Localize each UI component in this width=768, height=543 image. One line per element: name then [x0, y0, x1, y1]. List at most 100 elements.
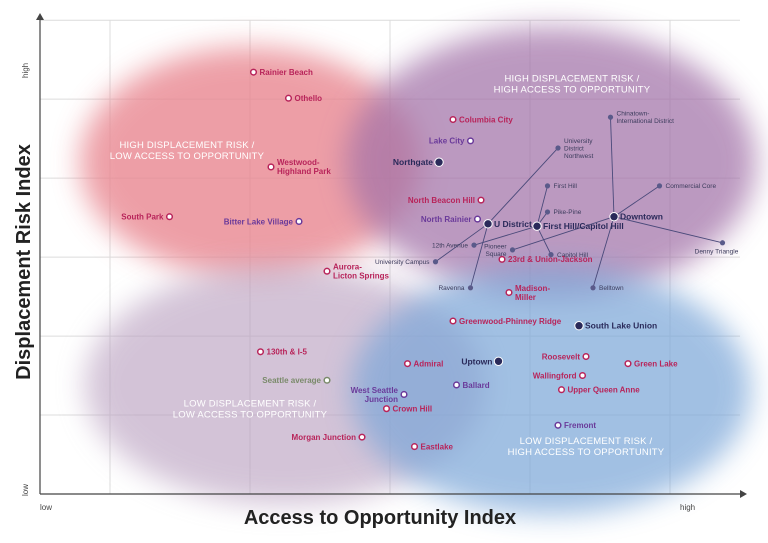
point-label-lake-city-line: Lake City [429, 137, 465, 146]
subpoint-12th-avenue [471, 242, 477, 248]
connector-denny-triangle [613, 216, 723, 244]
connector-pioneer-square [512, 216, 615, 251]
point-label-eastlake: Eastlake [421, 442, 454, 451]
subpoint-university-district-northwest [555, 145, 561, 151]
point-north-rainier [473, 215, 482, 223]
point-130th-i-5 [256, 348, 265, 356]
point-label-upper-queen-anne-line: Upper Queen Anne [568, 386, 641, 395]
quadrant-label-line: LOW ACCESS TO OPPORTUNITY [110, 151, 265, 162]
subpoint-label-chinatown-international-district-line: International District [617, 118, 675, 125]
connector-capitol-hill [536, 225, 552, 255]
subpoint-pioneer-square [509, 247, 516, 253]
point-south-lake-union [574, 321, 584, 331]
point-rainier-beach [249, 68, 258, 76]
subpoint-label-ravenna: Ravenna [438, 285, 464, 292]
point-label-aurora-licton-springs-line: Licton Springs [333, 272, 390, 281]
point-bitter-lake-village [295, 217, 303, 225]
point-label-uptown-line: Uptown [461, 356, 492, 366]
subpoint-label-university-district-northwest-line: Northwest [564, 153, 593, 160]
point-eastlake [410, 443, 419, 451]
point-label-south-lake-union-line: South Lake Union [585, 321, 657, 331]
point-label-north-rainier: North Rainier [421, 215, 472, 224]
y-axis-arrow [36, 13, 44, 20]
point-label-morgan-junction-line: Morgan Junction [292, 433, 357, 442]
subpoint-label-chinatown-international-district-line: Chinatown- [617, 111, 650, 118]
point-northgate [434, 157, 444, 167]
subpoint-label-pioneer-square-line: Square [486, 251, 507, 258]
y-axis-title: Displacement Risk Index [13, 144, 35, 380]
point-label-madison-miller-line: Madison- [515, 284, 550, 293]
subpoint-label-commercial-core-line: Commercial Core [666, 183, 717, 190]
subpoint-label-capitol-hill: Capitol Hill [557, 252, 589, 259]
point-label-130th-i-5: 130th & I-5 [267, 348, 308, 357]
point-label-green-lake: Green Lake [634, 359, 678, 368]
quadrant-label-line: LOW DISPLACEMENT RISK / [520, 436, 653, 447]
connector-first-hill [536, 185, 548, 227]
point-north-beacon-hill [477, 196, 485, 204]
point-label-north-beacon-hill: North Beacon Hill [408, 196, 475, 205]
point-label-bitter-lake-village-line: Bitter Lake Village [224, 217, 294, 226]
point-label-west-seattle-junction-line: West Seattle [351, 386, 399, 395]
connector-belltown [592, 216, 615, 288]
point-downtown [609, 212, 619, 222]
connector-chinatown-international-district [610, 117, 615, 217]
subpoint-label-pike-pine-line: Pike-Pine [554, 209, 582, 216]
point-label-bitter-lake-village: Bitter Lake Village [224, 217, 294, 226]
point-label-crown-hill: Crown Hill [393, 404, 433, 413]
quadrant-labels: HIGH DISPLACEMENT RISK / LOW ACCESS TO OP… [110, 74, 665, 459]
point-label-south-park-line: South Park [121, 213, 164, 222]
point-label-greenwood-phinney-ridge-line: Greenwood-Phinney Ridge [459, 317, 562, 326]
point-othello [284, 94, 293, 102]
y-tick-low: low [21, 484, 30, 496]
point-green-lake [624, 360, 632, 368]
subpoint-label-belltown: Belltown [599, 285, 624, 292]
subpoint-label-pike-pine: Pike-Pine [554, 209, 582, 216]
point-label-madison-miller-line: Miller [515, 293, 536, 302]
point-label-columbia-city: Columbia City [459, 115, 513, 124]
connector-university-campus [435, 223, 489, 263]
point-label-fremont: Fremont [564, 421, 596, 430]
point-label-westwood-highland-park-line: Highland Park [277, 167, 331, 176]
point-wallingford [578, 371, 587, 380]
point-label-westwood-highland-park: Westwood-Highland Park [277, 158, 331, 176]
subpoint-label-belltown-line: Belltown [599, 285, 624, 292]
subpoint-denny-triangle [719, 240, 726, 246]
point-label-morgan-junction: Morgan Junction [292, 433, 357, 442]
point-label-west-seattle-junction: West Seattle Junction [351, 386, 399, 404]
point-roosevelt [582, 352, 590, 361]
quadrant-label-line: HIGH ACCESS TO OPPORTUNITY [508, 447, 665, 458]
quadrant-label: HIGH DISPLACEMENT RISK / HIGH ACCESS TO O… [494, 74, 651, 96]
subpoint-ravenna [467, 285, 474, 291]
subpoint-label-commercial-core: Commercial Core [666, 183, 717, 190]
point-crown-hill [382, 405, 391, 413]
point-label-aurora-licton-springs-line: Aurora- [333, 263, 362, 272]
subpoint-university-campus [432, 259, 439, 265]
point-morgan-junction [358, 433, 366, 441]
point-label-rainier-beach: Rainier Beach [260, 68, 313, 77]
point-label-roosevelt: Roosevelt [542, 352, 581, 361]
point-label-west-seattle-junction-line: Junction [365, 395, 398, 404]
subpoint-capitol-hill [548, 252, 554, 258]
point-madison-miller [505, 289, 513, 297]
point-aurora-licton-springs [323, 267, 331, 275]
subpoint-label-12th-avenue-line: 12th Avenue [432, 242, 468, 249]
blob-high-risk-high-access [346, 27, 756, 298]
point-label-wallingford-line: Wallingford [533, 371, 577, 380]
point-label-columbia-city-line: Columbia City [459, 115, 513, 124]
connector-commercial-core [613, 185, 660, 218]
point-label-crown-hill-line: Crown Hill [393, 404, 433, 413]
subpoint-label-university-district-northwest: University District Northwest [564, 138, 593, 160]
point-upper-queen-anne [557, 386, 566, 394]
point-label-westwood-highland-park-line: Westwood- [277, 158, 320, 167]
subpoint-label-pioneer-square-line: Pioneer [484, 243, 507, 250]
subpoint-label-university-district-northwest-line: District [564, 145, 584, 152]
point-label-uptown: Uptown [461, 356, 492, 366]
point-label-first-hill-capitol-hill: First Hill/Capitol Hill [543, 221, 624, 231]
y-tick-high: high [21, 63, 30, 78]
point-label-seattle-average-line: Seattle average [262, 376, 321, 385]
point-lake-city [466, 137, 475, 145]
point-label-23rd-union-jackson-line: 23rd & Union-Jackson [508, 255, 593, 264]
point-label-eastlake-line: Eastlake [421, 442, 454, 451]
x-axis-arrow [740, 490, 747, 498]
